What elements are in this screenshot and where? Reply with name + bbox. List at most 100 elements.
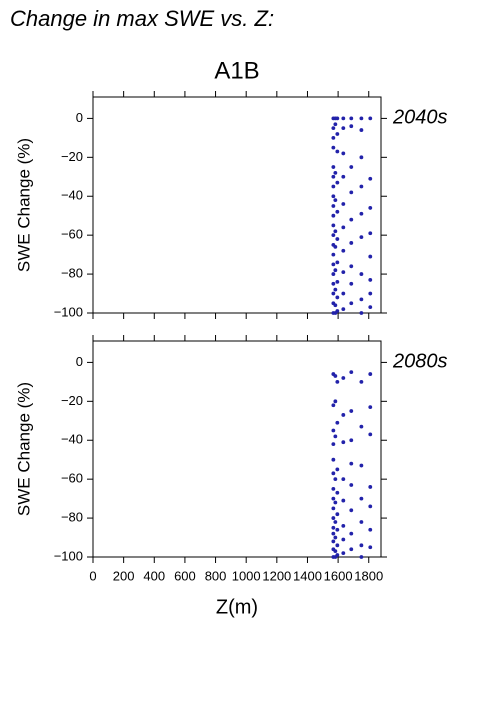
point <box>331 184 336 189</box>
point <box>331 442 336 447</box>
point <box>331 165 336 169</box>
point <box>335 527 340 532</box>
point <box>341 413 346 417</box>
point <box>333 244 338 249</box>
point <box>341 307 346 312</box>
point <box>333 170 338 175</box>
x-tick-label: 1200 <box>262 568 291 583</box>
point <box>359 520 364 524</box>
point <box>331 506 336 511</box>
y-tick-label: 0 <box>76 110 83 125</box>
point <box>359 155 364 160</box>
x-tick-label: 1600 <box>324 568 353 583</box>
point <box>331 531 336 536</box>
y-tick-label: −100 <box>54 548 83 563</box>
point <box>341 477 346 482</box>
y-tick-label: −20 <box>61 149 83 164</box>
point <box>359 496 364 501</box>
point <box>368 278 373 282</box>
point <box>333 229 338 234</box>
point <box>333 303 338 308</box>
point <box>349 531 354 536</box>
point <box>335 180 340 185</box>
plot-frame <box>92 96 382 314</box>
point <box>331 223 336 228</box>
point <box>341 537 346 542</box>
x-tick-label: 400 <box>143 568 165 583</box>
y-tick-label: −80 <box>61 266 83 281</box>
y-tick-label: −60 <box>61 227 83 242</box>
x-tick-label: 200 <box>113 568 135 583</box>
point <box>335 132 340 136</box>
point <box>335 512 340 517</box>
point <box>368 291 373 296</box>
point <box>368 504 373 509</box>
point <box>349 461 354 466</box>
point <box>368 527 373 532</box>
point <box>349 124 354 129</box>
point <box>359 424 364 429</box>
scenario-title: A1B <box>214 57 259 84</box>
point <box>359 235 364 240</box>
x-tick-label: 1800 <box>354 568 383 583</box>
point <box>335 490 340 495</box>
point <box>331 194 336 199</box>
point <box>333 520 338 524</box>
point <box>349 165 354 169</box>
y-tick-label: −40 <box>61 432 83 447</box>
point <box>335 295 340 300</box>
y-tick-label: −40 <box>61 188 83 203</box>
point <box>359 463 364 468</box>
point <box>331 233 336 238</box>
point <box>335 260 340 265</box>
point <box>331 525 336 530</box>
point <box>335 116 340 121</box>
period-label: 2080s <box>392 351 448 373</box>
point <box>331 457 336 462</box>
point <box>349 438 354 443</box>
point <box>359 211 364 216</box>
point <box>349 483 354 487</box>
point <box>331 174 336 179</box>
point <box>341 291 346 296</box>
point <box>331 272 336 276</box>
x-tick-label: 0 <box>89 568 96 583</box>
x-tick-label: 600 <box>174 568 196 583</box>
point <box>333 374 338 378</box>
point <box>368 206 373 210</box>
point <box>359 311 364 315</box>
point <box>359 184 364 189</box>
point <box>331 403 336 408</box>
point <box>331 496 336 501</box>
point <box>359 555 364 559</box>
point <box>335 467 340 472</box>
point <box>333 198 338 203</box>
point <box>349 190 354 195</box>
point <box>333 549 338 554</box>
point <box>335 237 340 241</box>
point <box>331 291 336 296</box>
x-tick-label: 800 <box>205 568 227 583</box>
point <box>341 498 346 503</box>
point <box>331 262 336 267</box>
point <box>359 379 364 384</box>
point <box>359 543 364 548</box>
x-tick-label: 1000 <box>232 568 261 583</box>
point <box>368 485 373 489</box>
point <box>368 432 373 437</box>
point <box>335 149 340 154</box>
point <box>359 116 364 121</box>
point <box>333 500 338 505</box>
point <box>341 116 346 121</box>
point <box>359 297 364 302</box>
point <box>368 405 373 410</box>
point <box>349 508 354 513</box>
figure-title: Change in max SWE vs. Z: <box>10 6 274 31</box>
point <box>368 372 373 376</box>
x-tick-label: 1400 <box>293 568 322 583</box>
y-tick-label: −60 <box>61 471 83 486</box>
point <box>331 471 336 476</box>
point <box>359 272 364 276</box>
point <box>341 523 346 528</box>
